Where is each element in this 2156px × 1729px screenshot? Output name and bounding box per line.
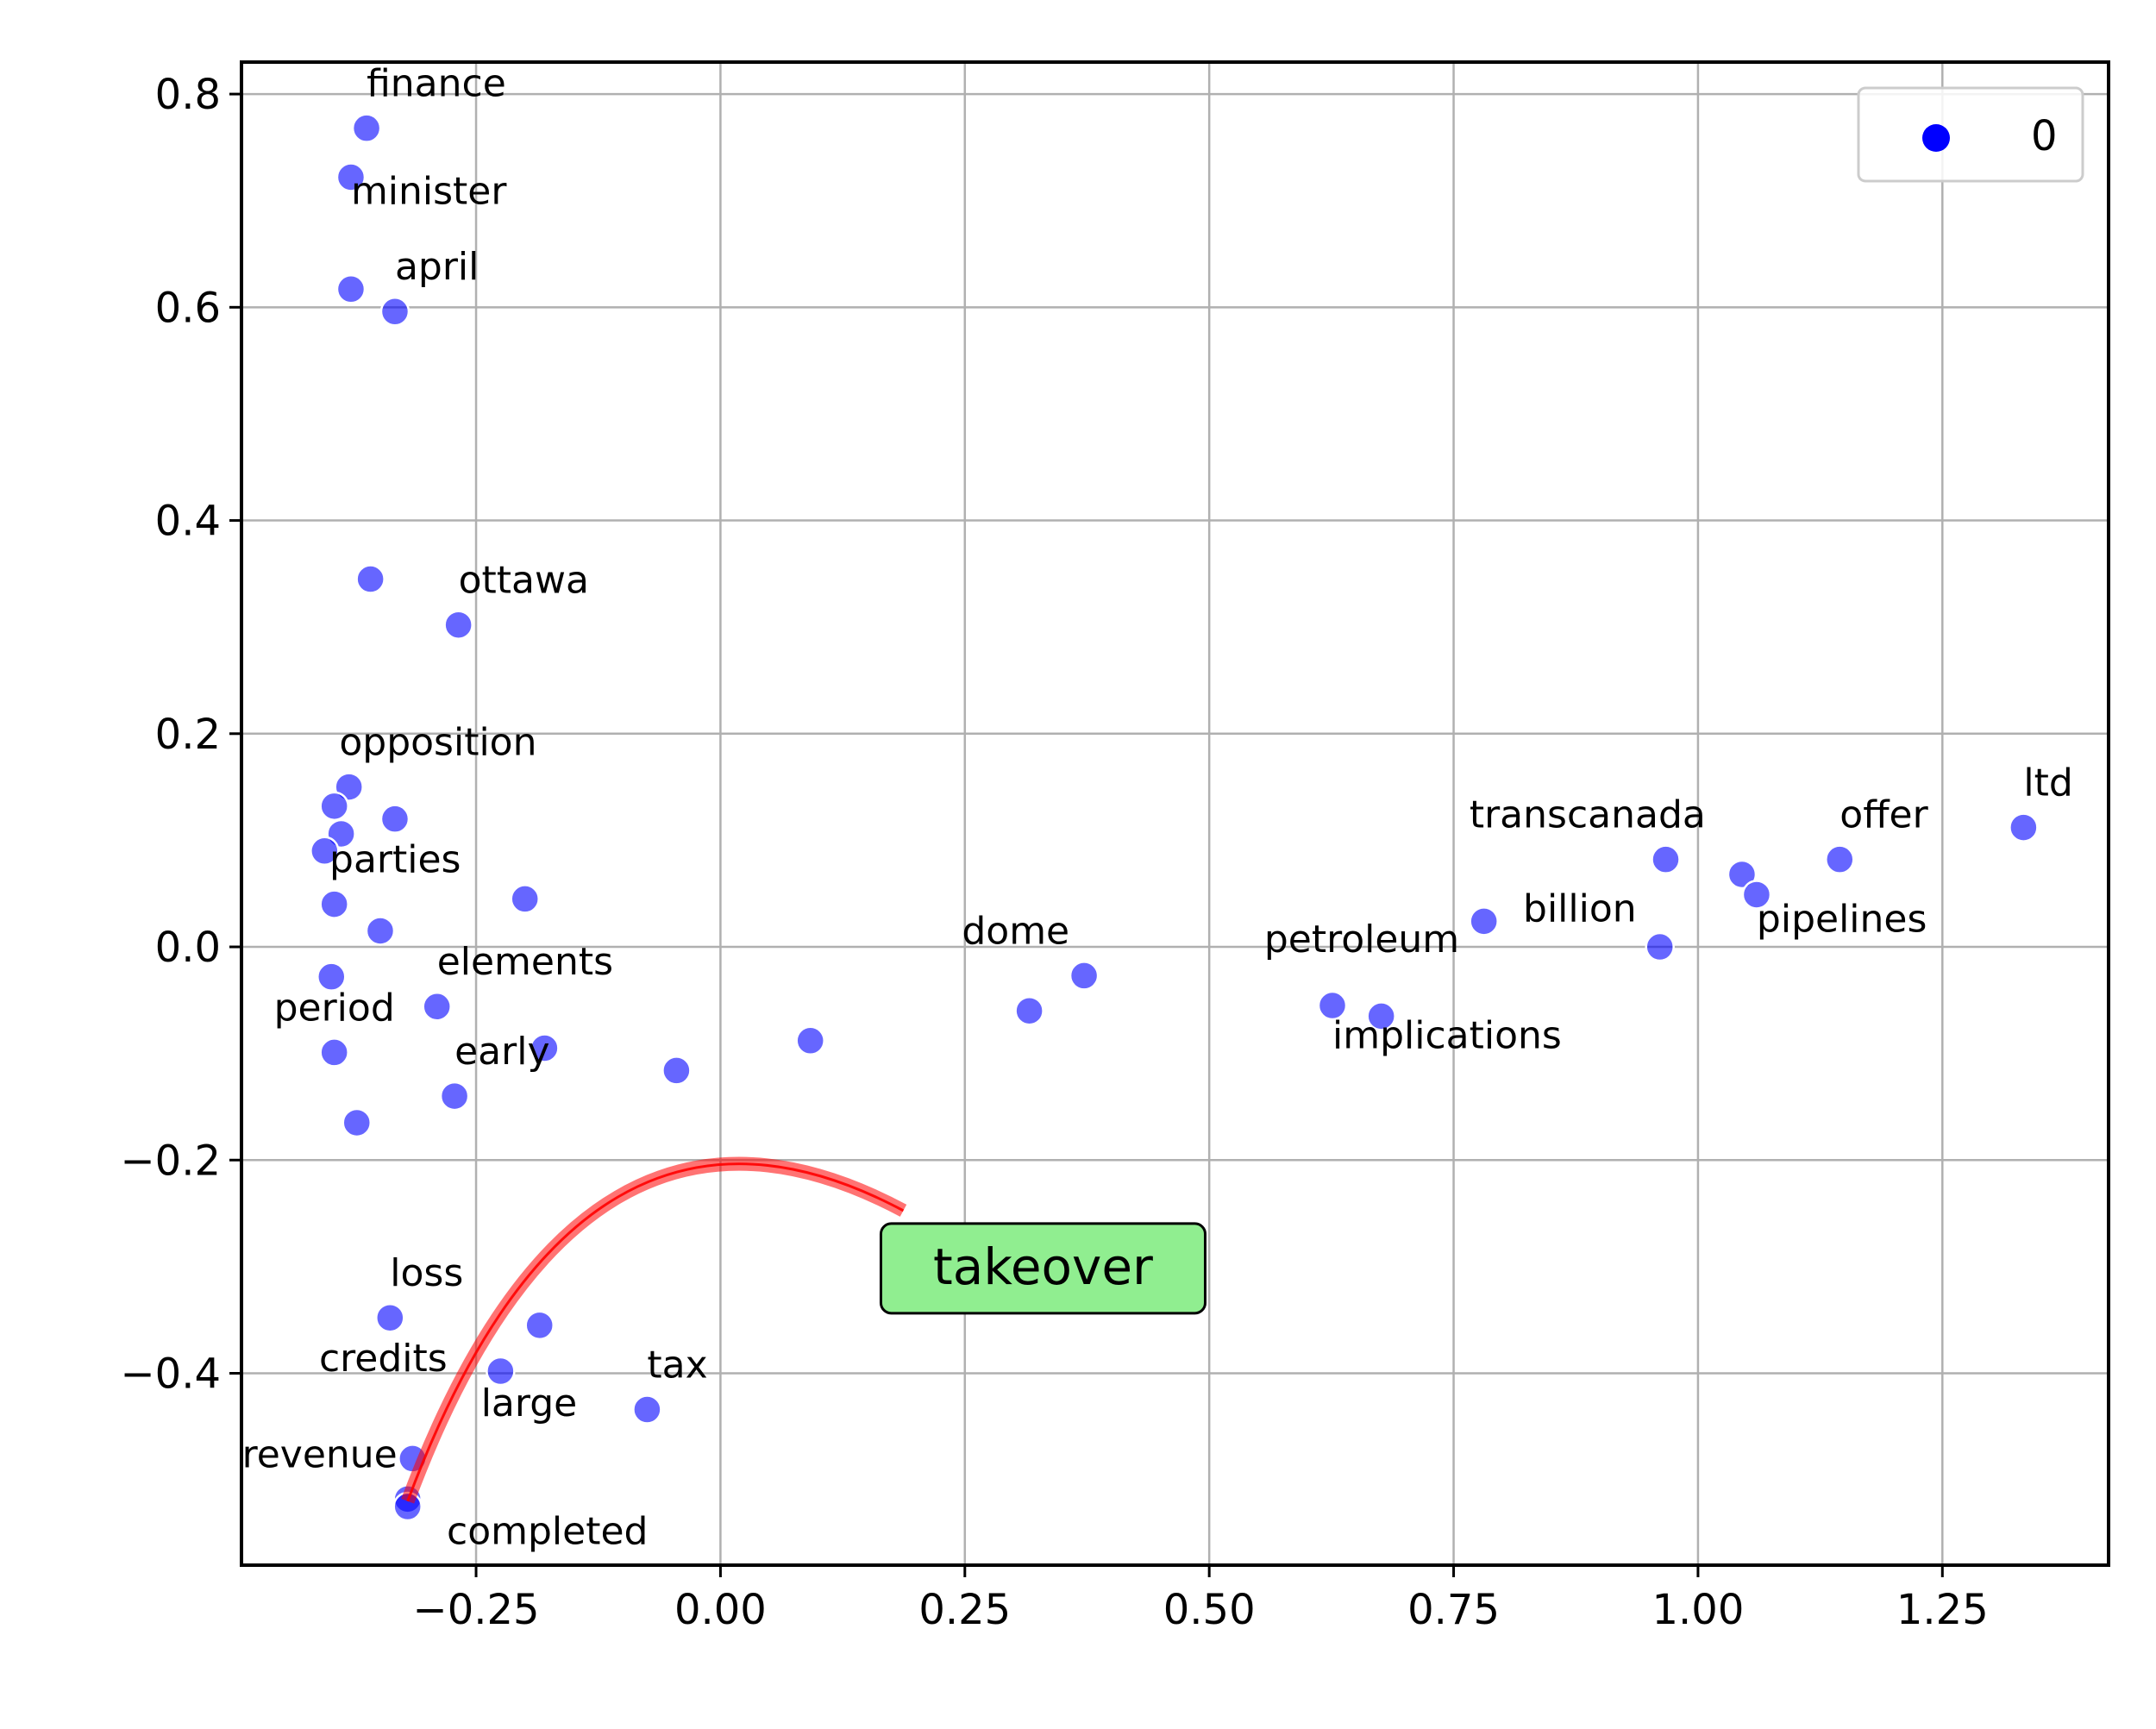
data-point[interactable]	[1317, 990, 1348, 1021]
plot-frame	[240, 60, 2110, 1567]
x-tick-label: 1.25	[1896, 1586, 1989, 1634]
data-point[interactable]	[351, 113, 382, 143]
annotation-text: takeover	[933, 1237, 1153, 1296]
y-tick-label: 0.0	[155, 924, 221, 972]
y-tick-label: 0.6	[155, 284, 221, 332]
x-tick-label: 1.00	[1651, 1586, 1744, 1634]
point-label: period	[274, 986, 395, 1030]
point-label: implications	[1332, 1013, 1562, 1057]
axis-ticks: −0.25 0.00 0.25 0.50 0.75 1.00 1.25 −0.4 −0.2 0.0…	[120, 71, 1988, 1634]
point-label: credits	[319, 1337, 448, 1381]
data-point[interactable]	[524, 1310, 555, 1341]
data-point[interactable]	[317, 962, 347, 992]
data-point[interactable]	[319, 889, 349, 919]
grid	[241, 62, 2109, 1565]
legend-box	[1857, 86, 2084, 183]
point-label: minister	[351, 169, 507, 213]
data-point[interactable]	[335, 162, 367, 192]
point-label: elements	[437, 940, 613, 984]
data-point[interactable]	[342, 1107, 373, 1138]
data-point[interactable]	[661, 1056, 692, 1086]
data-point[interactable]	[486, 1356, 516, 1387]
y-tick-label: 0.2	[155, 711, 221, 759]
data-point[interactable]	[1741, 880, 1772, 910]
point-label: large	[481, 1381, 578, 1425]
data-point[interactable]	[355, 564, 385, 594]
data-point[interactable]	[510, 884, 540, 914]
x-tick-label: 0.25	[918, 1586, 1011, 1634]
data-point[interactable]	[2009, 812, 2039, 843]
point-label: loss	[390, 1251, 463, 1295]
data-points	[310, 113, 2039, 1522]
data-point[interactable]	[1651, 844, 1681, 874]
data-point[interactable]	[1069, 961, 1100, 991]
y-tick-label: −0.4	[120, 1350, 221, 1398]
data-point[interactable]	[335, 274, 367, 304]
data-point[interactable]	[1727, 859, 1758, 890]
annotation-arrow-edge	[406, 1162, 905, 1502]
data-point[interactable]	[1366, 1001, 1396, 1031]
point-label: dome	[962, 909, 1069, 953]
point-label: offer	[1839, 793, 1928, 837]
point-label: ottawa	[459, 559, 589, 603]
callout-annotation: takeover	[401, 1156, 1206, 1504]
data-point[interactable]	[1469, 906, 1499, 937]
legend[interactable]: 0	[1857, 86, 2084, 183]
data-point[interactable]	[379, 804, 411, 834]
data-point[interactable]	[795, 1025, 825, 1056]
point-label: opposition	[339, 721, 536, 765]
point-label: ltd	[2023, 761, 2072, 805]
data-point[interactable]	[439, 1081, 470, 1112]
y-tick-label: −0.2	[120, 1137, 221, 1185]
data-point[interactable]	[530, 1033, 560, 1063]
data-point[interactable]	[1825, 844, 1855, 874]
point-label: transcanada	[1470, 793, 1706, 837]
legend-marker	[1922, 124, 1950, 152]
point-label: tax	[647, 1343, 707, 1387]
point-label: april	[395, 245, 479, 289]
annotation-box	[879, 1222, 1206, 1315]
data-point[interactable]	[1014, 995, 1044, 1026]
data-point[interactable]	[1645, 931, 1675, 962]
y-tick-label: 0.4	[155, 498, 221, 546]
data-point[interactable]	[365, 916, 396, 946]
x-tick-label: 0.00	[674, 1586, 767, 1634]
data-point[interactable]	[379, 297, 411, 327]
data-point[interactable]	[319, 791, 349, 822]
data-point[interactable]	[632, 1394, 662, 1425]
data-point[interactable]	[443, 610, 473, 640]
point-label: pipelines	[1757, 898, 1927, 942]
x-tick-label: 0.50	[1163, 1586, 1256, 1634]
point-label: finance	[367, 62, 506, 106]
point-label: revenue	[242, 1432, 398, 1476]
data-point[interactable]	[319, 1037, 349, 1068]
data-point[interactable]	[422, 991, 452, 1022]
point-label: petroleum	[1264, 918, 1459, 962]
point-label: completed	[447, 1509, 648, 1553]
point-label: billion	[1523, 886, 1637, 930]
point-label: early	[454, 1030, 549, 1074]
point-label: parties	[329, 837, 461, 881]
y-tick-label: 0.8	[155, 71, 221, 119]
legend-label: 0	[2031, 112, 2058, 160]
x-tick-label: 0.75	[1407, 1586, 1500, 1634]
x-tick-label: −0.25	[412, 1586, 539, 1634]
point-labels: finance minister april ottawa opposition part…	[242, 62, 2073, 1554]
data-point[interactable]	[375, 1302, 405, 1333]
data-point[interactable]	[310, 836, 340, 867]
